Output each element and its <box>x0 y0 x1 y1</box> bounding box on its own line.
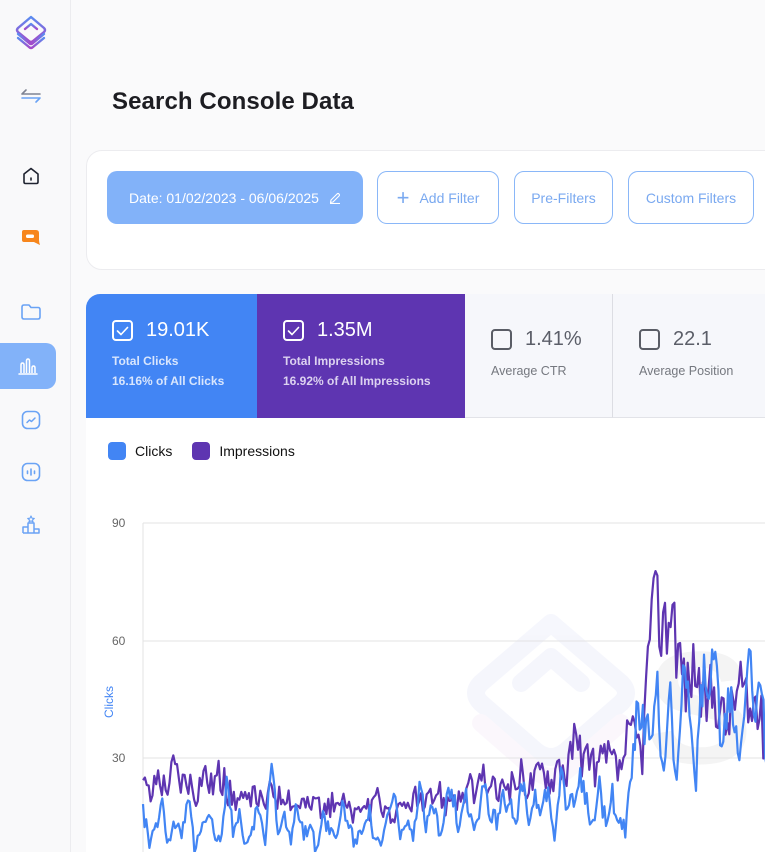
add-filter-button[interactable]: + Add Filter <box>377 171 499 224</box>
app-logo[interactable] <box>0 10 62 56</box>
legend-label: Clicks <box>135 443 173 459</box>
y-tick: 90 <box>112 516 126 530</box>
add-filter-label: Add Filter <box>419 189 480 206</box>
checkbox-unchecked-icon[interactable] <box>491 329 512 350</box>
sidebar-toggle-button[interactable] <box>0 74 62 118</box>
home-icon <box>23 167 39 185</box>
sidebar-item-ranking[interactable] <box>0 502 62 546</box>
metric-label: Average CTR <box>491 364 567 378</box>
checkbox-checked-icon[interactable] <box>283 320 304 341</box>
watermark-logo <box>467 614 635 786</box>
metric-subtext: 16.16% of All Clicks <box>112 374 225 388</box>
metric-value: 19.01K <box>146 319 210 341</box>
metric-cards: 19.01K Total Clicks 16.16% of All Clicks… <box>86 294 765 418</box>
metric-card-position[interactable]: 22.1 Average Position <box>613 294 765 418</box>
sidebar-item-trends[interactable] <box>0 398 62 442</box>
chart-legend: Clicks Impressions <box>108 442 315 460</box>
sidebar-item-chat[interactable] <box>0 216 62 260</box>
legend-swatch <box>192 442 211 460</box>
legend-item-impressions[interactable]: Impressions <box>192 442 295 460</box>
legend-label: Impressions <box>219 443 295 459</box>
metric-subtext: 16.92% of All Impressions <box>283 374 431 388</box>
pre-filters-button[interactable]: Pre-Filters <box>514 171 613 224</box>
podium-icon <box>22 515 40 534</box>
custom-filters-button[interactable]: Custom Filters <box>628 171 754 224</box>
metric-value: 1.35M <box>317 319 373 341</box>
date-range-label: Date: 01/02/2023 - 06/06/2025 <box>129 189 319 206</box>
pencil-icon <box>329 191 341 204</box>
metric-label: Total Clicks <box>112 354 179 368</box>
sidebar-item-analytics[interactable] <box>0 343 56 389</box>
metric-card-clicks[interactable]: 19.01K Total Clicks 16.16% of All Clicks <box>86 294 257 418</box>
metric-value: 1.41% <box>525 328 582 350</box>
bar-chart-icon <box>18 358 38 375</box>
clicks-line <box>141 648 765 852</box>
metric-label: Total Impressions <box>283 354 385 368</box>
sidebar <box>0 0 71 852</box>
metric-value: 22.1 <box>673 328 712 350</box>
sidebar-item-home[interactable] <box>0 154 62 198</box>
layered-diamond-logo <box>15 15 47 50</box>
folder-icon <box>21 304 41 320</box>
custom-filters-label: Custom Filters <box>645 189 737 206</box>
metric-label: Average Position <box>639 364 734 378</box>
metric-card-impressions[interactable]: 1.35M Total Impressions 16.92% of All Im… <box>257 294 465 418</box>
waveform-icon <box>21 462 41 482</box>
chat-bubble-icon <box>22 230 40 245</box>
sidebar-item-folder[interactable] <box>0 290 62 334</box>
metric-card-ctr[interactable]: 1.41% Average CTR <box>465 294 613 418</box>
sidebar-item-audio[interactable] <box>0 450 62 494</box>
checkbox-unchecked-icon[interactable] <box>639 329 660 350</box>
y-axis-title: Clicks <box>102 686 116 718</box>
trend-line-icon <box>21 410 41 430</box>
legend-swatch <box>108 442 126 460</box>
page-title: Search Console Data <box>112 88 354 115</box>
y-tick: 30 <box>112 751 126 765</box>
checkbox-checked-icon[interactable] <box>112 320 133 341</box>
y-tick: 60 <box>112 634 126 648</box>
filter-bar: Date: 01/02/2023 - 06/06/2025 + Add Filt… <box>86 150 765 270</box>
chart-panel: Clicks Impressions S 90 60 30 Clicks <box>86 418 765 852</box>
line-chart[interactable]: S 90 60 30 Clicks <box>86 418 765 852</box>
pre-filters-label: Pre-Filters <box>531 189 596 206</box>
legend-item-clicks[interactable]: Clicks <box>108 442 172 460</box>
swap-arrows-icon <box>21 89 41 103</box>
date-range-button[interactable]: Date: 01/02/2023 - 06/06/2025 <box>107 171 363 224</box>
plus-icon: + <box>396 184 410 210</box>
